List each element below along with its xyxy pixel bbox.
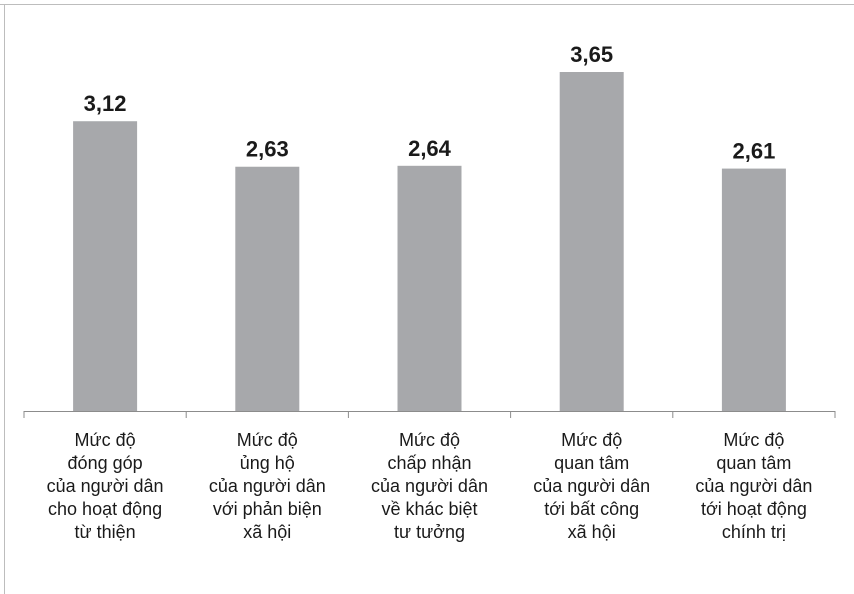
category-label-line: cho hoạt động [48, 499, 162, 519]
category-label-line: của người dân [695, 476, 812, 496]
value-label-2: 2,63 [246, 137, 289, 162]
category-label-line: của người dân [371, 476, 488, 496]
x-axis-ticks-group [23, 411, 836, 418]
category-label-3: Mức độ chấp nhận của người dân về khác biệt… [371, 430, 488, 542]
category-label-line: của người dân [47, 476, 164, 496]
category-label-line: tới hoạt động [701, 499, 807, 519]
bar-1 [73, 121, 138, 411]
category-label-line: Mức độ [723, 430, 784, 450]
category-label-line: về khác biệt [381, 499, 477, 519]
category-label-line: tới bất công [544, 499, 639, 519]
category-label-line: chính trị [722, 522, 786, 542]
category-label-line: Mức độ [561, 430, 622, 450]
category-label-line: chấp nhận [387, 453, 471, 473]
category-label-line: Mức độ [75, 430, 136, 450]
value-labels-group: 3,12 2,63 2,64 3,65 2,61 [84, 42, 776, 164]
category-label-line: Mức độ [237, 430, 298, 450]
category-label-line: với phản biện [213, 499, 322, 519]
value-label-1: 3,12 [84, 91, 127, 116]
bar-3 [397, 165, 462, 411]
category-label-line: đóng góp [68, 453, 143, 473]
bar-2 [235, 166, 300, 411]
category-label-1: Mức độ đóng góp của người dân cho hoạt động… [47, 430, 164, 542]
value-label-4: 3,65 [570, 42, 613, 67]
category-label-line: từ thiện [75, 522, 136, 542]
category-label-line: quan tâm [554, 453, 629, 473]
bar-5 [721, 168, 786, 411]
category-label-line: Mức độ [399, 430, 460, 450]
category-label-line: quan tâm [716, 453, 791, 473]
value-label-3: 2,64 [408, 136, 452, 161]
category-label-line: tư tưởng [394, 522, 465, 542]
category-labels-group: Mức độ đóng góp của người dân cho hoạt động… [47, 430, 813, 542]
value-label-5: 2,61 [732, 139, 775, 164]
category-label-line: của người dân [533, 476, 650, 496]
category-label-line: của người dân [209, 476, 326, 496]
category-label-2: Mức độ ủng hộ của người dân với phản biện xã… [209, 430, 326, 542]
category-label-line: xã hội [568, 522, 616, 542]
category-label-4: Mức độ quan tâm của người dân tới bất công x… [533, 430, 650, 542]
category-label-line: ủng hộ [240, 453, 295, 473]
bars-group [73, 72, 786, 411]
category-label-line: xã hội [243, 522, 291, 542]
bar-4 [559, 72, 624, 411]
category-label-5: Mức độ quan tâm của người dân tới hoạt động… [695, 430, 812, 542]
